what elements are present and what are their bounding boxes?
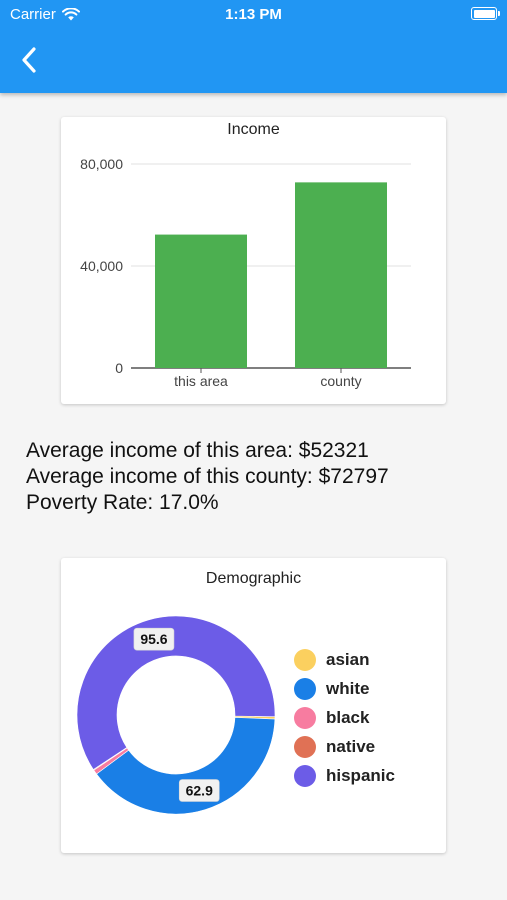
y-tick-label: 40,000 — [80, 258, 123, 274]
income-summary: Average income of this area: $52321 Aver… — [26, 438, 389, 516]
legend-swatch — [294, 677, 316, 700]
data-label-box — [133, 627, 175, 651]
app-bar: Carrier 1:13 PM — [0, 0, 507, 93]
income-chart-title: Income — [227, 121, 280, 138]
legend-swatch — [294, 764, 316, 787]
x-tick-label: county — [320, 373, 361, 389]
wifi-icon — [61, 8, 80, 21]
legend-item-white: white — [294, 674, 395, 703]
bar-this-area — [155, 234, 247, 368]
back-button[interactable] — [14, 42, 44, 78]
income-chart-card: Income 0 40,000 80,000 this area county — [61, 117, 446, 404]
data-label-text: 95.6 — [140, 631, 167, 647]
data-label-white: 62.9 — [178, 779, 220, 802]
legend-label: native — [326, 736, 376, 756]
slice-white — [96, 717, 276, 815]
status-time: 1:13 PM — [225, 6, 282, 23]
poverty-rate-text: Poverty Rate: 17.0% — [26, 491, 219, 514]
data-label-text: 62.9 — [186, 783, 213, 799]
area-income-text: Average income of this area: $52321 — [26, 439, 369, 462]
battery-icon — [471, 7, 500, 20]
bar-county — [295, 182, 387, 368]
demographic-legend: asian white black native hispanic — [294, 645, 395, 790]
legend-item-asian: asian — [294, 645, 395, 674]
carrier-indicator: Carrier — [10, 6, 80, 23]
data-label-box — [178, 779, 220, 802]
legend-label: asian — [326, 649, 370, 669]
legend-swatch — [294, 648, 316, 671]
legend-swatch — [294, 706, 316, 729]
slice-hispanic — [76, 615, 276, 770]
y-tick-label: 0 — [115, 360, 123, 376]
chevron-left-icon — [22, 47, 36, 73]
x-tick-label: this area — [174, 373, 228, 389]
legend-label: white — [326, 678, 370, 698]
legend-label: hispanic — [326, 765, 395, 785]
data-label-hispanic: 95.6 — [133, 627, 175, 651]
demographic-chart-card: Demographic 95.6 62.9 asian white black nati… — [61, 558, 446, 853]
demographic-chart-title: Demographic — [205, 570, 302, 587]
demographic-donut-chart: 95.6 62.9 — [76, 615, 276, 815]
legend-swatch — [294, 735, 316, 758]
legend-item-black: black — [294, 703, 395, 732]
legend-label: black — [326, 707, 370, 727]
legend-item-native: native — [294, 732, 395, 761]
county-income-text: Average income of this county: $72797 — [26, 465, 389, 488]
carrier-label: Carrier — [10, 6, 56, 23]
y-tick-label: 80,000 — [80, 156, 123, 172]
legend-item-hispanic: hispanic — [294, 761, 395, 790]
status-bar: Carrier 1:13 PM — [0, 0, 507, 28]
income-bar-chart: 0 40,000 80,000 this area county — [80, 156, 411, 389]
